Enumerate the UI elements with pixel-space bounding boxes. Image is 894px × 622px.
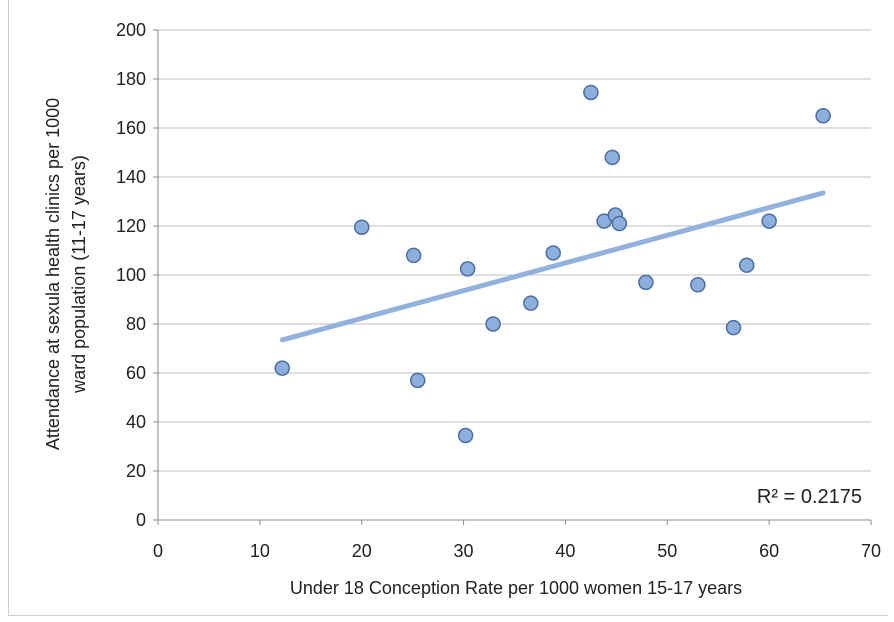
x-tick-label: 0 [153, 541, 163, 561]
y-tick-label: 160 [116, 118, 146, 138]
x-tick-label: 40 [555, 541, 575, 561]
data-point [457, 427, 474, 444]
data-point [638, 274, 654, 291]
axes [153, 29, 872, 525]
data-point [274, 360, 291, 376]
data-point [738, 257, 755, 273]
data-point [409, 372, 426, 389]
y-tick-label: 40 [126, 412, 146, 432]
x-tick-label: 60 [759, 541, 779, 561]
data-point [523, 295, 539, 311]
x-tick-label: 50 [657, 541, 677, 561]
data-point [815, 108, 831, 124]
y-tick-label: 120 [116, 216, 146, 236]
y-axis-title-line-1: Attendance at sexula health clinics per … [43, 98, 63, 450]
data-points [274, 84, 831, 444]
chart-frame [8, 0, 888, 616]
x-axis-title: Under 18 Conception Rate per 1000 women … [290, 578, 742, 598]
data-point [761, 213, 777, 229]
y-tick-label: 60 [126, 363, 146, 383]
y-tick-label: 180 [116, 69, 146, 89]
gridlines [158, 29, 871, 472]
x-tick-label: 10 [250, 541, 270, 561]
data-point [611, 215, 628, 232]
trendline [279, 190, 826, 343]
x-tick-label: 20 [352, 541, 372, 561]
data-point [545, 245, 561, 261]
data-point [405, 247, 422, 264]
data-point [485, 316, 501, 332]
y-tick-label: 0 [136, 510, 146, 530]
y-tick-label: 80 [126, 314, 146, 334]
y-tick-labels: 0 20 40 60 80 100 120 140 160 180 200 [116, 20, 146, 530]
data-point [690, 277, 706, 293]
y-tick-label: 100 [116, 265, 146, 285]
data-point [353, 219, 370, 235]
y-tick-label: 200 [116, 20, 146, 40]
x-tick-label: 30 [454, 541, 474, 561]
y-axis-title-line-2: ward population (11-17 years) [69, 155, 89, 394]
r-squared-label: R² = 0.2175 [757, 486, 862, 508]
data-point [459, 261, 476, 277]
y-tick-label: 140 [116, 167, 146, 187]
x-tick-label: 70 [861, 541, 881, 561]
data-point [604, 149, 621, 166]
y-tick-label: 20 [126, 461, 146, 481]
data-point [583, 84, 599, 101]
data-point [725, 319, 742, 336]
x-tick-labels: 0 10 20 30 40 50 60 70 [153, 541, 881, 561]
